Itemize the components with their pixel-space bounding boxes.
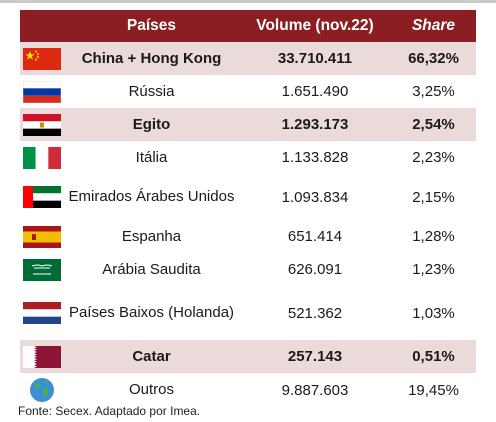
table-row: Rússia 1.651.490 3,25% [20, 75, 476, 108]
country-name: Arábia Saudita [102, 260, 201, 278]
table-row: China + Hong Kong 33.710.411 66,32% [20, 42, 476, 75]
share-value: 1,28% [412, 228, 455, 245]
flag-cell [20, 253, 64, 286]
volume-value: 651.414 [287, 228, 343, 245]
flag-cell [20, 108, 64, 141]
share-value: 19,45% [408, 381, 459, 399]
netherlands-flag-icon [23, 302, 61, 324]
volume-value: 1.651.490 [281, 83, 349, 100]
flag-cell [20, 42, 64, 75]
table-row: Outros 9.887.603 19,45% [20, 373, 476, 407]
share-value: 2,15% [412, 188, 455, 206]
country-name: Espanha [121, 227, 182, 245]
share-value: 3,25% [412, 83, 455, 100]
volume-value: 1.133.828 [281, 149, 349, 166]
header-country: Países [126, 17, 177, 34]
flag-cell [20, 286, 64, 340]
share-value: 66,32% [408, 50, 459, 67]
volume-value: 33.710.411 [277, 50, 353, 67]
russia-flag-icon [23, 80, 61, 103]
uae-flag-icon [23, 186, 61, 208]
italy-flag-icon [23, 146, 61, 169]
volume-value: 1.293.173 [281, 116, 349, 133]
table-row: Países Baixos (Holanda) 521.362 1,03% [20, 286, 476, 340]
volume-value: 521.362 [287, 304, 343, 322]
country-name: Catar [132, 347, 171, 365]
top-rule [0, 0, 496, 3]
spain-flag-icon [23, 225, 61, 248]
china-flag-icon [23, 47, 61, 70]
table-row: Arábia Saudita 626.091 1,23% [20, 253, 476, 286]
flag-cell [20, 174, 64, 220]
volume-value: 626.091 [287, 261, 343, 278]
saudi-flag-icon [23, 258, 61, 281]
volume-value: 257.143 [287, 348, 343, 365]
share-value: 1,03% [412, 304, 455, 322]
flag-cell [20, 220, 64, 253]
table-row: Catar 257.143 0,51% [20, 340, 476, 373]
table-row: Espanha 651.414 1,28% [20, 220, 476, 253]
flag-cell [20, 373, 64, 407]
country-name: China + Hong Kong [81, 49, 222, 67]
table-row: Egito 1.293.173 2,54% [20, 108, 476, 141]
volume-value: 1.093.834 [281, 188, 349, 206]
share-value: 0,51% [412, 348, 455, 365]
flag-cell [20, 340, 64, 373]
header-flag-spacer [20, 10, 64, 42]
qatar-flag-icon [23, 345, 61, 368]
country-name: Outros [128, 381, 174, 398]
share-value: 2,23% [412, 149, 455, 166]
country-name: Egito [132, 115, 171, 133]
table-header: Países Volume (nov.22) Share [20, 10, 476, 42]
flag-cell [20, 141, 64, 174]
header-share: Share [411, 17, 456, 34]
header-volume: Volume (nov.22) [256, 17, 374, 34]
source-footnote: Fonte: Secex. Adaptado por Imea. [18, 404, 201, 418]
table-row: Emirados Árabes Unidos 1.093.834 2,15% [20, 174, 476, 220]
share-value: 1,23% [412, 261, 455, 278]
share-value: 2,54% [412, 116, 455, 133]
egypt-flag-icon [23, 113, 61, 136]
export-destinations-table: Países Volume (nov.22) Share China + Hon… [20, 10, 476, 407]
country-name: Emirados Árabes Unidos [68, 188, 235, 205]
country-name: Rússia [128, 82, 175, 100]
volume-value: 9.887.603 [281, 381, 349, 399]
flag-cell [20, 75, 64, 108]
country-name: Países Baixos (Holanda) [68, 304, 235, 321]
country-name: Itália [135, 148, 168, 166]
globe-icon [30, 378, 54, 402]
table-row: Itália 1.133.828 2,23% [20, 141, 476, 174]
